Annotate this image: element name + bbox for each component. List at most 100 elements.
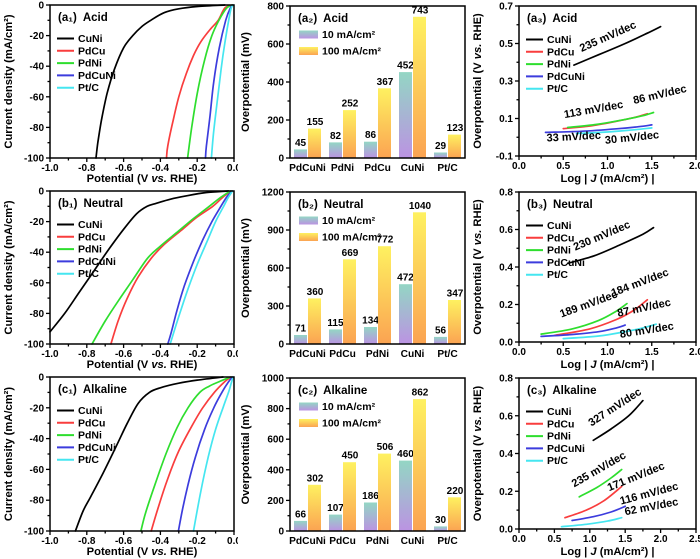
legend-label: PdNi [78,244,102,256]
y-tick-label: 0.7 [499,2,513,13]
curve-a3-CuNi [573,25,662,66]
y-tick-label: 0 [278,154,284,165]
panel-a1-chart: 0 -20 -40 -60 -80 -100-1.0 -0.8 -0.6 -0.4 -0.2 0.0… [3,1,238,186]
x-tick-label: -0.2 [189,163,207,174]
y-tick-label: 800 [267,404,284,415]
panel-b2-chart: 71 360 PdCuNi 115 669 PdCu 134 772 PdNi 472 1040 Cu… [240,188,466,360]
legend-label: 100 mA/cm² [322,418,381,430]
bar-b2-CuNi-100 [413,212,426,344]
bar-value-label: 772 [377,235,394,246]
x-tick-label: -0.8 [78,163,96,174]
x-tick-label: 0.5 [547,534,561,545]
panel-a2: 45 155 PdCuNi 82 252 PdNi 86 367 PdCu 452 743 CuNi 2… [238,0,469,186]
x-tick-label: 0.0 [512,534,526,545]
x-tick-label: 2.0 [689,161,700,172]
x-tick-label: 0.5 [556,347,570,358]
y-tick-label: 0.1 [499,114,513,125]
slope-annotation: 184 mV/dec [610,267,671,300]
y-tick-label: 0 [38,373,44,384]
curve-a3-PdNi [566,111,655,129]
x-tick-label: -1.0 [41,163,59,174]
legend-swatch-bar10 [299,30,318,39]
panel-c3-chart: 0.0 0.2 0.4 0.6 0.8 0.0 0.5 1.0 1.5 2.0 2.5 Log | J… [472,374,700,559]
bar-value-label: 115 [327,318,344,329]
x-axis-label: Potential (V vs. RHE) [87,359,198,371]
y-axis-label: Overpotential (mV) [240,32,252,132]
x-tick-label: 0.5 [556,161,570,172]
legend-label: 10 mA/cm² [322,29,376,41]
x-tick-label: -0.8 [78,349,96,360]
x-tick-label: -0.4 [152,536,170,547]
bar-value-label: 367 [377,77,394,88]
legend-label: PdCu [547,46,574,58]
legend-label: CuNi [78,219,103,231]
x-tick-label: -0.4 [152,163,170,174]
slope-annotation: 80 mV/dec [619,320,675,340]
curve-b1-PdCu [110,190,233,345]
plot-frame [289,377,466,532]
bar-value-label: 29 [435,141,447,152]
x-axis-label: Potential (V vs. RHE) [87,546,198,558]
plot-frame [518,377,697,530]
curve-a1-CuNi [95,4,226,159]
y-tick-label: -100 [24,154,44,165]
y-axis-label: Current density (mA/cm²) [3,14,15,149]
bar-value-label: 347 [447,289,464,300]
bar-b2-PdNi-10 [364,327,377,344]
legend-label: CuNi [78,405,103,417]
curve-a1-Pt/C [210,4,235,159]
x-tick-label: -1.0 [41,349,59,360]
bar-b2-PdCuNi-100 [308,298,321,344]
x-tick-label: -0.8 [78,536,96,547]
y-tick-label: 400 [267,78,284,89]
y-tick-label: 800 [267,2,284,13]
x-tick-label: -0.6 [115,349,133,360]
bar-c2-PdCuNi-100 [308,484,321,531]
curve-c1-PdNi [140,376,232,532]
bar-a2-Pt/C-100 [448,134,461,158]
category-label: PdCuNi [289,163,326,174]
y-tick-label: 600 [267,40,284,51]
panel-tag-c3: (c₃) Alkaline [527,385,596,397]
x-axis-label: Log | J (mA/cm²) | [561,173,655,185]
legend-label: 10 mA/cm² [322,401,376,413]
category-label: PdCu [329,536,356,547]
y-tick-label: 0.3 [499,77,513,88]
y-axis-label: Overpotential (mV) [240,404,252,504]
panel-tag-a3: (a₃) Acid [527,13,577,25]
plot-frame [289,5,466,159]
legend-label: PdCuNi [78,70,116,82]
panel-tag-c1: (c₁) Alkaline [58,384,127,396]
bar-a2-PdNi-100 [343,110,356,158]
x-tick-label: -0.6 [115,536,133,547]
bar-b2-PdNi-100 [378,246,391,344]
curve-a1-PdCuNi [204,4,234,159]
category-label: CuNi [401,349,425,360]
category-label: PdCuNi [289,536,326,547]
y-tick-label: -60 [30,465,45,476]
bar-value-label: 45 [295,138,307,149]
y-tick-label: 0.2 [499,487,513,498]
y-tick-label: -80 [30,309,45,320]
plot-frame [49,4,235,159]
category-label: PdNi [366,536,389,547]
y-tick-label: 0.5 [499,39,513,50]
y-tick-label: -0.1 [496,152,514,163]
y-tick-label: 0.8 [499,374,513,385]
x-tick-label: 0.0 [512,347,526,358]
bar-value-label: 669 [342,248,359,259]
bar-value-label: 134 [362,316,379,327]
y-tick-label: 1200 [262,188,285,199]
y-tick-label: -20 [30,217,45,228]
legend-label: Pt/C [547,455,568,467]
y-tick-label: 1000 [262,374,285,385]
y-tick-label: -80 [30,123,45,134]
curve-b1-PdCuNi [166,190,234,345]
legend-label: Pt/C [78,454,99,466]
bar-a2-CuNi-10 [399,72,412,158]
legend-label: Pt/C [78,82,99,94]
bar-value-label: 302 [307,473,324,484]
legend-label: PdCuNi [78,256,116,268]
x-tick-label: 2.0 [654,534,668,545]
curve-c1-CuNi [74,376,224,532]
